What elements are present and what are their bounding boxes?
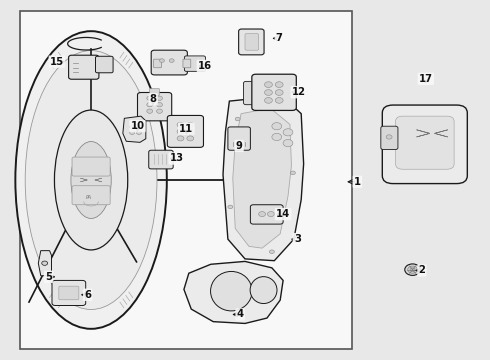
FancyBboxPatch shape	[154, 59, 161, 68]
FancyBboxPatch shape	[252, 74, 296, 111]
Circle shape	[272, 123, 282, 130]
Text: PA: PA	[86, 195, 92, 201]
Text: 6: 6	[84, 290, 91, 300]
Ellipse shape	[54, 110, 128, 250]
Circle shape	[177, 136, 184, 141]
Circle shape	[275, 82, 283, 87]
FancyBboxPatch shape	[395, 116, 454, 169]
FancyBboxPatch shape	[138, 93, 172, 121]
Text: 7: 7	[276, 33, 283, 43]
Circle shape	[147, 103, 153, 107]
FancyBboxPatch shape	[184, 56, 205, 71]
FancyBboxPatch shape	[96, 56, 113, 73]
Circle shape	[130, 125, 135, 129]
FancyBboxPatch shape	[244, 81, 259, 105]
Circle shape	[410, 268, 415, 271]
Circle shape	[157, 103, 162, 107]
Polygon shape	[233, 108, 292, 248]
Ellipse shape	[250, 276, 277, 303]
Text: 9: 9	[236, 141, 243, 151]
Text: 5: 5	[45, 272, 52, 282]
FancyBboxPatch shape	[228, 127, 250, 150]
FancyBboxPatch shape	[72, 186, 110, 205]
Polygon shape	[80, 178, 87, 182]
Text: 2: 2	[418, 265, 425, 275]
Circle shape	[137, 125, 142, 129]
Circle shape	[147, 96, 153, 100]
Circle shape	[159, 59, 164, 62]
Polygon shape	[123, 116, 146, 142]
Circle shape	[259, 212, 266, 217]
Circle shape	[265, 82, 272, 87]
Circle shape	[177, 129, 184, 134]
Circle shape	[265, 98, 272, 103]
Text: 15: 15	[50, 57, 64, 67]
FancyBboxPatch shape	[245, 34, 259, 50]
FancyBboxPatch shape	[151, 50, 187, 75]
Circle shape	[283, 139, 293, 147]
FancyBboxPatch shape	[252, 100, 277, 109]
Circle shape	[275, 98, 283, 103]
Text: 17: 17	[419, 74, 433, 84]
FancyBboxPatch shape	[381, 126, 398, 149]
Ellipse shape	[71, 141, 111, 219]
Polygon shape	[435, 130, 448, 137]
FancyBboxPatch shape	[69, 55, 99, 79]
Text: 12: 12	[292, 87, 306, 97]
Text: 14: 14	[276, 209, 290, 219]
Circle shape	[265, 90, 272, 95]
Circle shape	[268, 212, 274, 217]
Circle shape	[283, 129, 293, 136]
Circle shape	[177, 122, 184, 127]
Circle shape	[157, 109, 162, 113]
Circle shape	[169, 59, 174, 62]
Circle shape	[187, 129, 194, 134]
Circle shape	[291, 171, 295, 175]
Text: 1: 1	[354, 177, 361, 187]
Polygon shape	[38, 251, 51, 276]
FancyBboxPatch shape	[150, 89, 159, 95]
Ellipse shape	[15, 31, 167, 329]
Circle shape	[157, 96, 162, 100]
Text: 3: 3	[294, 234, 301, 244]
Text: 4: 4	[237, 310, 244, 319]
Circle shape	[408, 266, 417, 273]
Text: 10: 10	[130, 121, 145, 131]
Text: 8: 8	[149, 94, 157, 104]
Circle shape	[187, 136, 194, 141]
Circle shape	[130, 131, 135, 134]
Ellipse shape	[25, 50, 157, 310]
Polygon shape	[95, 178, 102, 182]
FancyBboxPatch shape	[167, 116, 203, 147]
FancyBboxPatch shape	[183, 59, 191, 68]
FancyBboxPatch shape	[239, 29, 264, 55]
Circle shape	[275, 90, 283, 95]
FancyBboxPatch shape	[250, 205, 283, 224]
Circle shape	[235, 117, 240, 121]
Polygon shape	[416, 130, 430, 137]
FancyBboxPatch shape	[149, 150, 173, 169]
FancyBboxPatch shape	[59, 286, 79, 300]
Circle shape	[272, 134, 282, 140]
Polygon shape	[184, 261, 283, 323]
Circle shape	[270, 250, 274, 253]
Text: 13: 13	[170, 153, 184, 163]
Polygon shape	[223, 96, 304, 261]
Circle shape	[228, 205, 233, 209]
Circle shape	[187, 122, 194, 127]
FancyBboxPatch shape	[72, 157, 110, 176]
Text: 16: 16	[198, 61, 212, 71]
Circle shape	[42, 261, 48, 265]
FancyBboxPatch shape	[382, 105, 467, 184]
Circle shape	[147, 109, 153, 113]
Circle shape	[405, 264, 420, 275]
Circle shape	[386, 135, 392, 139]
Ellipse shape	[211, 271, 252, 311]
Bar	[20, 12, 352, 348]
FancyBboxPatch shape	[52, 280, 86, 306]
Text: 11: 11	[179, 124, 194, 134]
Circle shape	[137, 131, 142, 134]
